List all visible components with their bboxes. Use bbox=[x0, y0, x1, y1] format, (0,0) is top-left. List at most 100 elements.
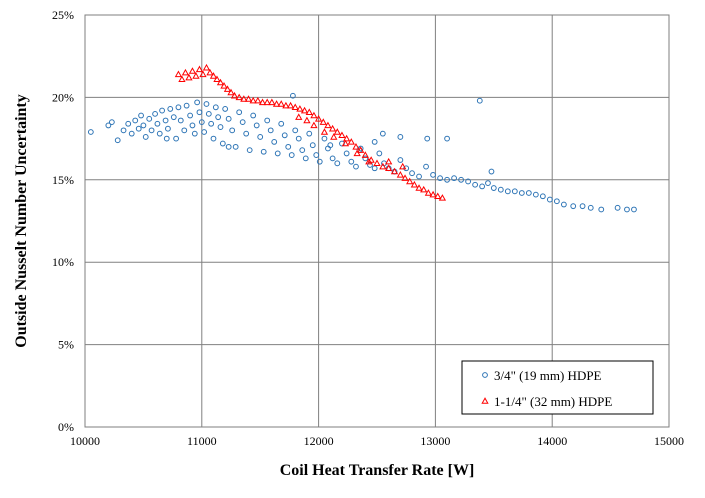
data-point-triangle bbox=[310, 111, 318, 119]
data-point-circle bbox=[423, 163, 429, 170]
legend-marker bbox=[482, 372, 488, 378]
data-point-circle bbox=[154, 120, 161, 127]
data-point-triangle bbox=[286, 101, 295, 109]
data-point-triangle bbox=[206, 68, 214, 76]
data-point-triangle bbox=[429, 190, 437, 198]
data-point-circle bbox=[458, 176, 464, 183]
data-point-circle bbox=[236, 109, 243, 116]
data-point-circle bbox=[140, 122, 147, 129]
data-point-circle bbox=[334, 160, 341, 167]
x-tick-label: 13000 bbox=[420, 434, 450, 448]
data-point-circle bbox=[518, 190, 525, 196]
data-point-triangle bbox=[223, 85, 232, 92]
y-axis-tick-labels: 0% 5% 10% 15% 20% 25% bbox=[52, 8, 74, 434]
data-point-circle bbox=[246, 147, 253, 154]
data-point-circle bbox=[472, 181, 479, 188]
x-tick-label: 15000 bbox=[654, 434, 684, 448]
data-point-circle bbox=[624, 206, 630, 213]
y-tick-label: 25% bbox=[52, 8, 74, 22]
data-point-circle bbox=[196, 109, 203, 116]
data-point-circle bbox=[132, 117, 139, 124]
data-point-circle bbox=[403, 165, 410, 172]
legend-marker-triangle bbox=[481, 397, 489, 404]
data-point-triangle bbox=[282, 101, 290, 109]
data-point-triangle bbox=[202, 63, 211, 71]
data-point-circle bbox=[120, 127, 127, 134]
data-point-triangle bbox=[199, 70, 207, 78]
data-point-circle bbox=[416, 173, 422, 180]
data-point-circle bbox=[114, 137, 121, 144]
y-tick-label: 10% bbox=[52, 255, 74, 269]
data-point-circle bbox=[194, 99, 201, 106]
data-point-circle bbox=[271, 138, 278, 145]
data-point-triangle bbox=[240, 95, 248, 102]
data-point-circle bbox=[173, 135, 180, 142]
data-point-triangle bbox=[291, 103, 299, 111]
data-point-circle bbox=[397, 134, 404, 140]
data-point-circle bbox=[128, 130, 135, 137]
data-point-circle bbox=[295, 135, 302, 142]
data-point-circle bbox=[163, 135, 170, 142]
data-point-triangle bbox=[353, 149, 361, 157]
data-point-circle bbox=[465, 178, 472, 185]
data-point-circle bbox=[108, 119, 115, 126]
data-point-triangle bbox=[328, 124, 337, 132]
y-tick-label: 20% bbox=[52, 90, 74, 104]
data-point-circle bbox=[159, 107, 165, 114]
data-point-triangle bbox=[305, 108, 313, 115]
data-point-circle bbox=[201, 129, 208, 135]
data-point-circle bbox=[87, 129, 94, 135]
series-1-points bbox=[87, 92, 637, 213]
data-point-circle bbox=[379, 130, 386, 137]
data-point-circle bbox=[250, 112, 257, 119]
data-point-circle bbox=[476, 97, 483, 104]
data-point-circle bbox=[409, 170, 415, 177]
data-point-triangle bbox=[300, 106, 309, 114]
data-point-triangle bbox=[254, 96, 262, 104]
data-point-triangle bbox=[341, 139, 350, 147]
data-point-circle bbox=[321, 135, 328, 142]
data-point-triangle bbox=[227, 88, 235, 96]
data-point-triangle bbox=[356, 146, 365, 153]
data-point-circle bbox=[570, 203, 577, 210]
data-point-triangle bbox=[379, 162, 387, 170]
data-point-triangle bbox=[216, 78, 225, 86]
data-point-triangle bbox=[333, 128, 341, 135]
data-point-circle bbox=[430, 171, 436, 178]
data-point-circle bbox=[292, 127, 299, 134]
data-point-circle bbox=[274, 150, 281, 157]
data-point-triangle bbox=[209, 72, 218, 79]
data-point-circle bbox=[205, 110, 212, 117]
data-point-circle bbox=[165, 125, 171, 132]
data-point-circle bbox=[260, 148, 267, 155]
data-point-triangle bbox=[220, 82, 228, 89]
legend-label-series-2: 1-1/4" (32 mm) HDPE bbox=[494, 394, 612, 409]
data-point-circle bbox=[125, 120, 132, 127]
data-point-circle bbox=[203, 101, 210, 107]
y-tick-label: 5% bbox=[58, 338, 74, 352]
data-point-triangle bbox=[338, 131, 346, 139]
data-point-circle bbox=[299, 147, 306, 154]
data-point-circle bbox=[479, 183, 486, 190]
data-point-circle bbox=[598, 206, 605, 213]
data-point-triangle bbox=[192, 72, 200, 79]
data-point-circle bbox=[183, 102, 190, 109]
legend: 3/4" (19 mm) HDPE 1-1/4" (32 mm) HDPE bbox=[461, 360, 654, 415]
data-point-triangle bbox=[174, 70, 183, 78]
data-point-circle bbox=[444, 135, 450, 142]
y-axis-title: Outside Nusselt Number Uncertainty bbox=[13, 94, 30, 347]
data-point-triangle bbox=[268, 98, 276, 106]
data-point-triangle bbox=[178, 75, 186, 83]
data-point-circle bbox=[290, 92, 296, 99]
data-point-circle bbox=[306, 130, 313, 137]
y-tick-label: 0% bbox=[58, 420, 74, 434]
y-tick-label: 15% bbox=[52, 173, 74, 187]
data-point-triangle bbox=[385, 164, 393, 172]
data-point-triangle bbox=[230, 91, 239, 99]
data-point-circle bbox=[532, 191, 539, 198]
data-point-circle bbox=[504, 188, 511, 195]
data-point-circle bbox=[162, 117, 169, 124]
data-point-circle bbox=[138, 112, 144, 119]
data-point-triangle bbox=[258, 98, 267, 106]
